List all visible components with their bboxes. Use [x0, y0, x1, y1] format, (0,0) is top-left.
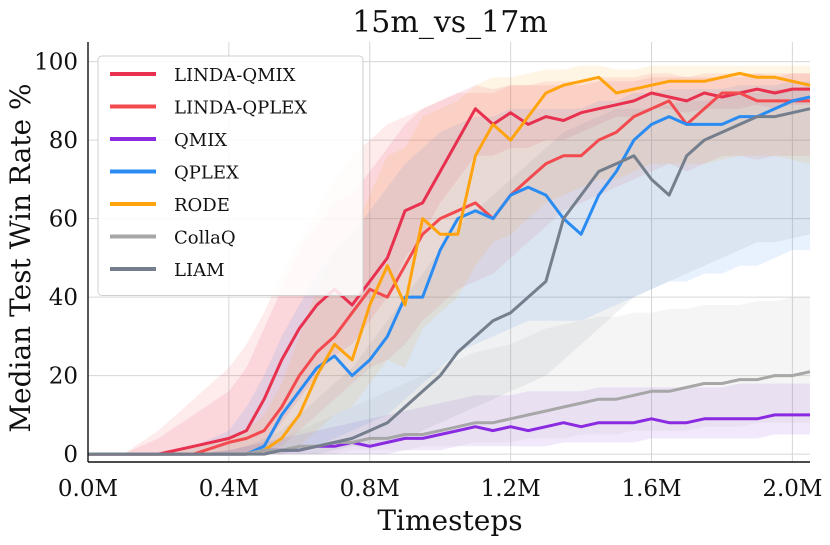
band-qplex — [88, 81, 810, 455]
series-line-collaq — [88, 370, 811, 456]
legend-label: QMIX — [174, 130, 227, 151]
band-linda-qmix — [88, 73, 810, 455]
y-tick-label: 100 — [34, 50, 78, 76]
legend-label: QPLEX — [174, 163, 239, 184]
series-lines — [88, 71, 811, 456]
legend-label: LIAM — [174, 260, 225, 281]
x-tick-label: 0.0M — [58, 476, 118, 502]
x-tick-label: 1.6M — [621, 476, 681, 502]
series-line-linda-qmix — [88, 87, 810, 456]
band-liam — [88, 85, 810, 455]
tick-labels: 0.0M 0.4M 0.8M 1.2M 1.6M 2.0M 0 20 40 60 80 100 — [34, 50, 822, 502]
x-tick-label: 2.0M — [762, 476, 822, 502]
legend-box — [97, 55, 364, 296]
y-tick-label: 40 — [49, 285, 78, 311]
series-line-rode — [88, 71, 811, 456]
series-line-linda-qplex — [88, 91, 810, 456]
y-axis-title: Median Test Win Rate % — [4, 83, 37, 432]
legend: LINDA-QMIX LINDA-QPLEX QMIX QPLEX RODE CollaQ… — [97, 55, 364, 296]
band-collaq — [88, 297, 810, 455]
x-tick-label: 1.2M — [481, 476, 541, 502]
legend-label: LINDA-QPLEX — [174, 98, 307, 119]
band-rode — [88, 65, 810, 455]
axes — [87, 42, 810, 463]
y-tick-label: 20 — [49, 364, 78, 390]
y-tick-label: 60 — [49, 207, 78, 233]
y-tick-label: 80 — [49, 128, 78, 154]
series-line-liam — [88, 107, 811, 456]
legend-label: LINDA-QMIX — [174, 65, 296, 86]
confidence-bands — [88, 65, 810, 455]
band-linda-qplex — [88, 73, 810, 455]
series-line-qplex — [88, 95, 811, 456]
x-axis-title: Timesteps — [377, 504, 522, 537]
y-tick-label: 0 — [63, 442, 78, 468]
chart-title: 15m_vs_17m — [352, 5, 548, 40]
band-qmix — [88, 383, 810, 455]
legend-label: CollaQ — [174, 228, 236, 249]
x-tick-label: 0.8M — [340, 476, 400, 502]
x-tick-label: 0.4M — [199, 476, 259, 502]
legend-label: RODE — [174, 195, 230, 216]
